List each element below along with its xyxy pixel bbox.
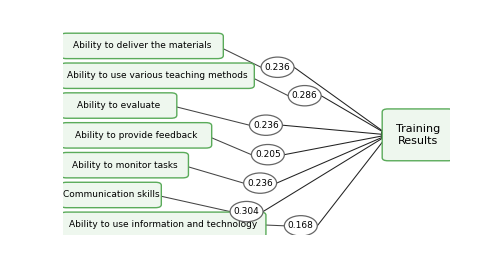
Text: Ability to deliver the materials: Ability to deliver the materials [73, 41, 211, 50]
Text: 0.236: 0.236 [253, 121, 279, 130]
Text: 0.304: 0.304 [234, 207, 260, 216]
Text: Ability to use information and technology: Ability to use information and technolog… [69, 220, 258, 229]
FancyBboxPatch shape [60, 153, 188, 178]
FancyBboxPatch shape [60, 33, 224, 59]
Ellipse shape [252, 144, 284, 165]
Ellipse shape [230, 201, 263, 222]
FancyBboxPatch shape [60, 212, 266, 238]
FancyBboxPatch shape [60, 63, 254, 88]
Text: 0.168: 0.168 [288, 221, 314, 230]
Text: Communication skills: Communication skills [62, 191, 159, 200]
Ellipse shape [284, 216, 318, 236]
Ellipse shape [244, 173, 276, 193]
FancyBboxPatch shape [60, 93, 177, 118]
Ellipse shape [261, 57, 294, 77]
FancyBboxPatch shape [382, 109, 454, 161]
Text: Ability to use various teaching methods: Ability to use various teaching methods [67, 71, 248, 80]
Text: 0.286: 0.286 [292, 91, 318, 100]
Text: Ability to provide feedback: Ability to provide feedback [75, 131, 198, 140]
Ellipse shape [288, 86, 321, 106]
Text: Ability to evaluate: Ability to evaluate [77, 101, 160, 110]
FancyBboxPatch shape [60, 182, 162, 208]
Ellipse shape [250, 115, 282, 135]
Text: 0.236: 0.236 [264, 63, 290, 72]
Text: 0.205: 0.205 [255, 150, 281, 159]
Text: 0.236: 0.236 [247, 179, 273, 188]
FancyBboxPatch shape [60, 123, 212, 148]
Text: Ability to monitor tasks: Ability to monitor tasks [72, 161, 178, 170]
Text: Training
Results: Training Results [396, 124, 440, 146]
